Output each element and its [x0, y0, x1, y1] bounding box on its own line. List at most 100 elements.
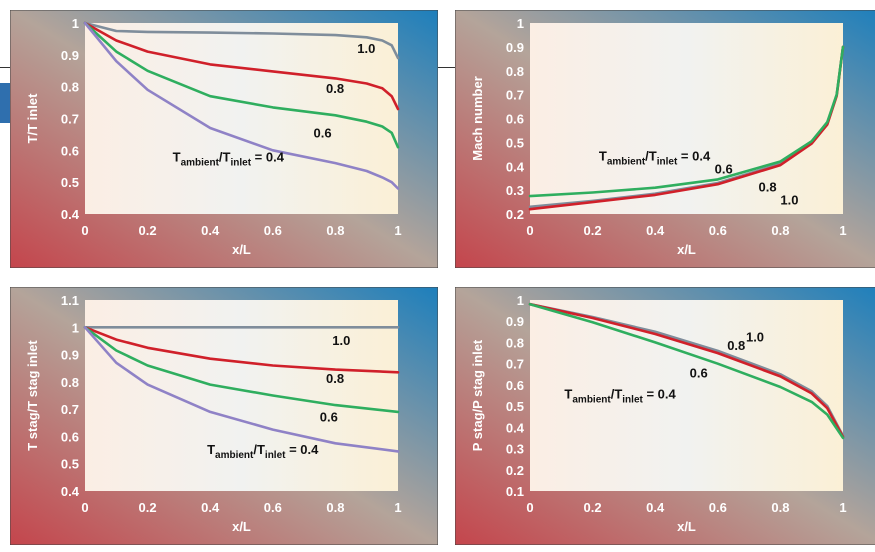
chart-stag-temperature: 0.4 0.5 0.6 0.7 0.8 0.9 1 1.1 0 0.2 0.4 0.6 0.8 1 x/L T… [10, 287, 438, 545]
chart-mach-number: 0.20.30.40.50.60.70.80.910 0.2 0.4 0.6 0.8 1x… [455, 10, 875, 268]
series-annotation: 0.6 [313, 126, 331, 141]
y-tick-label: 1 [72, 16, 79, 31]
y-tick-label: 0.3 [506, 442, 524, 457]
y-tick-label: 0.6 [506, 112, 524, 127]
y-tick-label: 1.1 [61, 293, 79, 308]
series-annotation: 1.0 [780, 192, 798, 207]
x-tick-label: 0.4 [646, 500, 665, 515]
x-tick-label: 0.2 [139, 223, 157, 238]
series-line-0-4 [83, 325, 400, 453]
chart-panel-stag-temperature: 0.4 0.5 0.6 0.7 0.8 0.9 1 1.1 0 0.2 0.4 0.6 0.8 1 x/L T… [10, 287, 438, 545]
y-tick-label: 0.9 [506, 314, 524, 329]
chart-panel-mach: 0.2 0.3 0.4 0.5 0.6 0.7 0.8 0.9 1 0 0.2 0.4 0.6 0.8 1 x… [455, 10, 875, 268]
x-tick-label: 0 [526, 500, 533, 515]
series-line-1-0 [83, 21, 400, 60]
series-annotation: 0.8 [326, 371, 344, 386]
chart-stag-pressure: 0.1 0.2 0.3 0.4 0.5 0.6 0.7 0.8 0.9 1 0 0.2 0.4 0.6 0.… [455, 287, 875, 545]
y-tick-label: 0.1 [506, 484, 524, 499]
plot-area [85, 300, 398, 491]
series-line-0-6 [528, 45, 845, 198]
y-tick-label: 0.4 [506, 420, 525, 435]
x-tick-label: 0.8 [326, 223, 344, 238]
y-tick-label: 0.7 [61, 402, 79, 417]
series-annotation: 0.8 [727, 338, 745, 353]
ratio-annotation: Tambient/Tinlet = 0.4 [173, 149, 285, 168]
x-axis-label: x/L [677, 242, 696, 257]
series-line-0-8 [528, 302, 845, 439]
y-tick-label: 0.9 [61, 348, 79, 363]
y-tick-label: 0.4 [506, 159, 525, 174]
y-tick-label: 0.7 [61, 112, 79, 127]
y-tick-label: 0.6 [61, 429, 79, 444]
y-axis-label: T stag/T stag inlet [25, 340, 40, 451]
series-annotation: 0.6 [320, 409, 338, 424]
x-tick-label: 0 [81, 223, 88, 238]
ratio-annotation: Tambient/Tinlet = 0.4 [207, 442, 319, 461]
y-tick-label: 0.5 [506, 399, 524, 414]
x-axis-label: x/L [232, 242, 251, 257]
x-tick-label: 0.4 [201, 223, 220, 238]
series-annotation: 1.0 [357, 41, 375, 56]
chart-temperature: 0.4 0.5 0.6 0.7 0.8 0.9 1 0 0.2 0.4 0.6 0.8 1 x/L T/T … [10, 10, 438, 268]
y-tick-label: 0.6 [506, 378, 524, 393]
x-tick-label: 0.8 [326, 500, 344, 515]
ratio-annotation: Tambient/Tinlet = 0.4 [599, 148, 711, 167]
x-tick-label: 1 [394, 500, 401, 515]
series-line-0-8 [83, 21, 400, 111]
x-tick-label: 0.8 [771, 223, 789, 238]
y-axis-label: T/T inlet [25, 93, 40, 144]
y-tick-label: 1 [72, 320, 79, 335]
y-tick-label: 0.8 [506, 335, 524, 350]
y-tick-label: 0.4 [61, 207, 80, 222]
series-annotation: 0.8 [758, 179, 776, 194]
x-tick-label: 0.2 [584, 223, 602, 238]
series-annotation: 1.0 [332, 333, 350, 348]
series-annotation: 0.6 [690, 365, 708, 380]
series-line-0-8 [83, 325, 400, 374]
x-tick-label: 0.4 [201, 500, 220, 515]
x-tick-label: 1 [394, 223, 401, 238]
y-tick-label: 0.8 [61, 80, 79, 95]
y-tick-label: 0.6 [61, 143, 79, 158]
plot-area [530, 23, 843, 214]
y-tick-label: 0.7 [506, 357, 524, 372]
chart-panel-stag-pressure: 0.1 0.2 0.3 0.4 0.5 0.6 0.7 0.8 0.9 1 0 0.2 0.4 0.6 0.… [455, 287, 875, 545]
y-tick-label: 1 [517, 293, 524, 308]
y-tick-label: 0.3 [506, 183, 524, 198]
series-line-0-4 [83, 21, 400, 190]
x-tick-label: 0.6 [709, 223, 727, 238]
x-tick-label: 1 [839, 223, 846, 238]
y-tick-label: 0.2 [506, 207, 524, 222]
y-tick-label: 0.8 [506, 64, 524, 79]
y-tick-label: 0.8 [61, 375, 79, 390]
x-tick-label: 0.6 [264, 223, 282, 238]
x-tick-label: 0 [526, 223, 533, 238]
x-tick-label: 0.4 [646, 223, 665, 238]
y-tick-label: 0.7 [506, 88, 524, 103]
x-tick-label: 0.6 [709, 500, 727, 515]
y-tick-label: 0.5 [506, 135, 524, 150]
x-tick-label: 0.6 [264, 500, 282, 515]
x-tick-label: 1 [839, 500, 846, 515]
x-tick-label: 0.2 [139, 500, 157, 515]
y-axis-label: Mach number [470, 76, 485, 161]
series-annotation: 0.8 [326, 81, 344, 96]
y-axis-label: P stag/P stag inlet [470, 339, 485, 451]
series-line-0-6 [83, 325, 400, 414]
y-tick-label: 0.9 [506, 40, 524, 55]
series-annotation: 1.0 [746, 329, 764, 344]
x-tick-label: 0 [81, 500, 88, 515]
series-line-0-6 [528, 302, 845, 440]
plot-area [530, 300, 843, 491]
y-tick-label: 0.5 [61, 175, 79, 190]
y-tick-label: 1 [517, 16, 524, 31]
x-tick-label: 0.8 [771, 500, 789, 515]
y-tick-label: 0.2 [506, 463, 524, 478]
x-tick-label: 0.2 [584, 500, 602, 515]
y-tick-label: 0.9 [61, 48, 79, 63]
y-tick-label: 0.5 [61, 457, 79, 472]
x-axis-label: x/L [677, 519, 696, 534]
ratio-annotation: Tambient/Tinlet = 0.4 [564, 387, 676, 406]
series-annotation: 0.6 [715, 161, 733, 176]
series-line-0-6 [83, 21, 400, 149]
